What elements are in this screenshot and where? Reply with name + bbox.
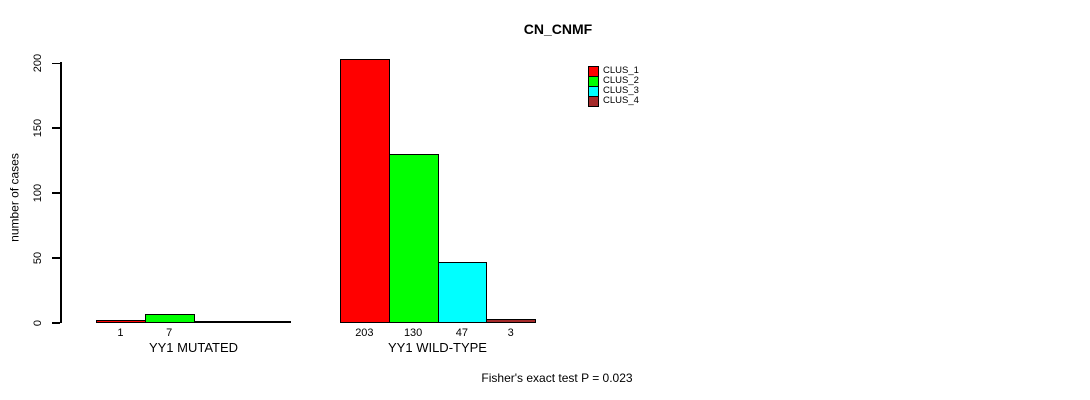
y-axis-tick-label: 50 [32,251,44,265]
bar-value-label: 47 [455,327,468,339]
bar-value-label: 203 [355,327,374,339]
y-axis-tick [52,257,60,259]
legend-label: CLUS_2 [603,75,639,86]
legend-item-clus_4: CLUS_4 [588,95,639,107]
bar-clus_2-wild-type [388,154,439,323]
legend-label: CLUS_1 [603,65,639,76]
bar-clus_2-mutated [144,313,195,323]
bar-value-label: 130 [403,327,423,339]
x-axis-category-label: YY1 MUTATED [148,340,239,355]
legend-swatch [588,95,599,107]
y-axis-tick [52,127,60,129]
fisher-test-annotation: Fisher's exact test P = 0.023 [481,371,633,385]
y-axis-tick [52,62,60,65]
bar-clus_1-mutated [96,320,146,323]
legend-label: CLUS_4 [603,95,639,106]
legend: CLUS_1 CLUS_2 CLUS_3 CLUS_4 [588,65,639,107]
bar-value-label: 3 [507,327,514,339]
y-axis-tick [52,322,60,324]
bar-value-label: 1 [117,327,124,339]
y-axis-tick-label: 150 [32,119,44,138]
bar-clus_3-wild-type [437,261,488,323]
chart-title: CN_CNMF [523,21,593,37]
bar-clus_1-wild-type [340,59,390,323]
bar-clus_4-wild-type [486,319,536,323]
y-axis-tick [52,192,60,194]
legend-label: CLUS_3 [603,85,639,96]
bar-value-label: 7 [166,327,173,339]
y-axis-tick-label: 0 [32,319,44,327]
y-axis-tick-label: 200 [32,54,44,73]
y-axis-tick-label: 100 [32,183,44,203]
x-axis-category-label: YY1 WILD-TYPE [388,340,487,355]
y-axis-line [60,62,62,323]
y-axis-label: number of cases [7,153,22,242]
